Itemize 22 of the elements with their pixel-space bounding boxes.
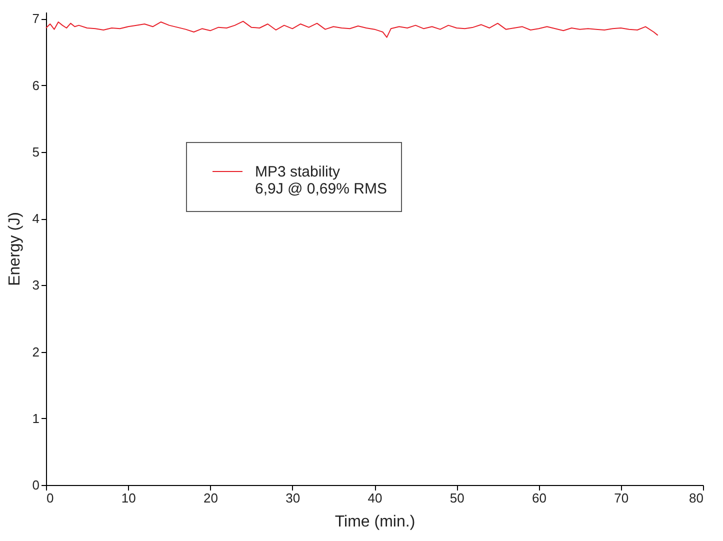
x-tick-label: 60 [532,490,546,506]
x-tick-label: 50 [450,490,464,506]
y-tick-label: 6 [32,78,40,93]
y-tick-label: 7 [32,11,40,26]
line-series [46,20,658,38]
y-tick-label: 4 [32,211,40,226]
x-tick-label: 80 [689,490,704,506]
y-tick-label: 1 [32,410,40,426]
x-tick-label: 40 [368,490,382,506]
y-tick-label: 0 [32,478,40,492]
x-tick-label: 70 [614,490,629,506]
y-tick-label: 3 [32,278,40,293]
x-axis-title: Time (min.) [334,514,416,530]
annotation: 6,9J @ 0,69% RMS [255,180,387,198]
x-tick-label: 20 [204,490,218,506]
y-tick-label: 2 [32,344,40,360]
x-tick-label: 30 [286,490,300,506]
legend-label: MP3 stability [255,164,341,180]
x-tick-label: 0 [46,490,54,506]
y-tick-label: 5 [32,144,40,160]
x-tick-label: 10 [121,490,136,506]
y-axis-title: Energy (J) [6,212,24,286]
